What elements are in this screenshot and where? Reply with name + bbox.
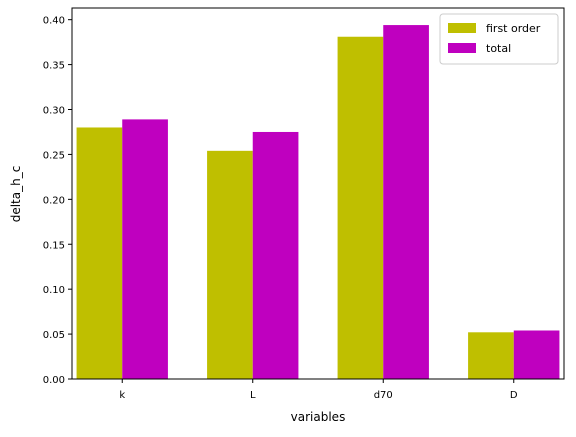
legend-swatch-total (448, 43, 476, 53)
bar-total-k (122, 119, 168, 379)
legend: first order total (439, 13, 559, 65)
x-tick-label: L (250, 390, 256, 401)
y-axis: 0.00 0.05 0.10 0.15 0.20 0.25 0.30 0.35 0.40 (43, 16, 72, 386)
legend-swatch-first-order (448, 23, 476, 33)
x-tick-label: d70 (374, 390, 393, 401)
y-tick-label: 0.25 (43, 150, 65, 161)
y-tick-label: 0.20 (43, 195, 65, 206)
x-tick-label: k (119, 390, 125, 401)
y-tick-label: 0.30 (43, 106, 65, 117)
bar-first-order-d70 (337, 36, 384, 380)
bar-first-order-k (76, 127, 123, 379)
legend-label-first-order: first order (486, 22, 541, 35)
bar-first-order-L (207, 150, 253, 379)
x-axis-label: variables (291, 410, 346, 424)
plot-frame (71, 7, 565, 380)
y-axis-label: delta_h_c (9, 166, 23, 223)
y-tick-label: 0.35 (43, 61, 65, 72)
bars-group (76, 25, 560, 380)
bar-total-D (513, 330, 560, 379)
y-tick-label: 0.15 (43, 240, 65, 251)
legend-label-total: total (486, 42, 511, 55)
bar-total-d70 (383, 25, 429, 379)
x-tick-label: D (510, 390, 518, 401)
y-tick-label: 0.40 (43, 16, 65, 27)
y-tick-label: 0.05 (43, 330, 65, 341)
y-tick-label: 0.10 (43, 285, 65, 296)
y-tick-label: 0.00 (43, 375, 65, 386)
bar-total-L (252, 131, 299, 379)
bar-first-order-D (468, 332, 514, 379)
